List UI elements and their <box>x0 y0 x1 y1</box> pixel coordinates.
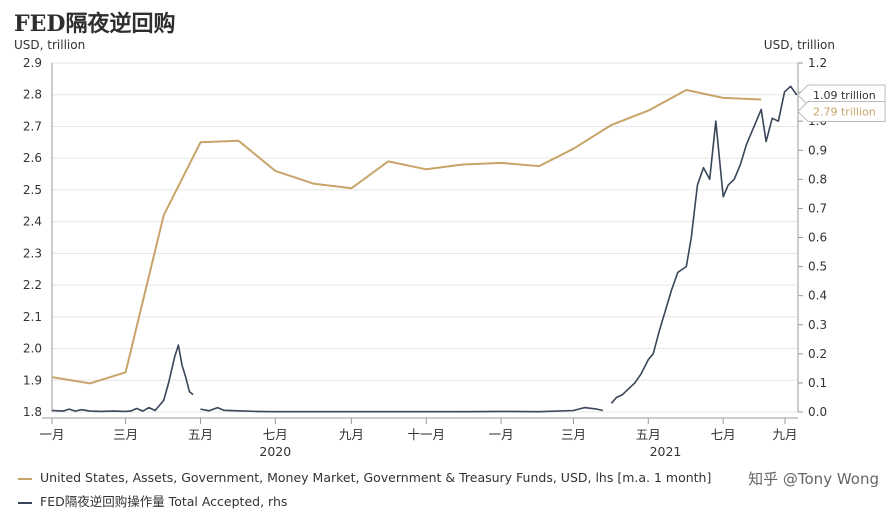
callout-money-market-box <box>797 100 886 122</box>
watermark: 知乎 @Tony Wong <box>748 470 879 488</box>
x-tick-label: 一月 <box>39 427 64 442</box>
left-tick-label: 2.9 <box>23 56 42 70</box>
series-line-reverse-repo-segment <box>200 406 604 413</box>
left-tick-label: 2.8 <box>23 88 42 102</box>
left-tick-label: 2.6 <box>23 151 42 165</box>
right-tick-label: 0.1 <box>808 376 827 390</box>
left-tick-label: 1.8 <box>23 405 42 419</box>
right-tick-label: 0.6 <box>808 231 827 245</box>
legend-label-money-market: United States, Assets, Government, Money… <box>40 470 712 485</box>
left-tick-label: 1.9 <box>23 373 42 387</box>
x-tick-label: 三月 <box>561 427 586 442</box>
right-tick-label: 0.2 <box>808 347 827 361</box>
legend-swatch-gold <box>18 477 32 480</box>
year-label-2021: 2021 <box>650 444 682 459</box>
series-line-reverse-repo-segment <box>51 344 194 413</box>
right-tick-label: 0.7 <box>808 201 827 215</box>
year-label-2020: 2020 <box>259 444 291 459</box>
series-line-money-market <box>51 89 762 385</box>
x-tick-label: 五月 <box>636 427 661 442</box>
callout-reverse-repo-text: 1.09 trillion <box>813 89 876 102</box>
series-line-reverse-repo-segment <box>610 85 798 404</box>
legend-item-money-market: United States, Assets, Government, Money… <box>18 470 711 485</box>
right-tick-label: 0.8 <box>808 172 827 186</box>
callout-money-market-text: 2.79 trillion <box>813 105 876 118</box>
left-tick-label: 2.2 <box>23 278 42 292</box>
right-tick-label: 1.2 <box>808 56 827 70</box>
right-axis-unit: USD, trillion <box>763 38 835 52</box>
x-tick-label: 七月 <box>711 427 736 442</box>
left-tick-label: 2.0 <box>23 342 42 356</box>
right-tick-label: 0.9 <box>808 143 827 157</box>
x-tick-label: 五月 <box>188 427 213 442</box>
right-tick-label: 0.5 <box>808 260 827 274</box>
left-tick-label: 2.4 <box>23 215 42 229</box>
x-tick-label: 十一月 <box>407 427 445 442</box>
left-tick-label: 2.3 <box>23 246 42 260</box>
x-tick-label: 七月 <box>263 427 288 442</box>
right-tick-label: 0.3 <box>808 318 827 332</box>
left-axis-unit: USD, trillion <box>14 38 86 52</box>
legend-item-reverse-repo: FED隔夜逆回购操作量 Total Accepted, rhs <box>18 491 287 510</box>
chart-title: FED隔夜逆回购 <box>14 11 176 37</box>
x-tick-label: 一月 <box>489 427 514 442</box>
right-tick-label: 0.0 <box>808 405 827 419</box>
left-tick-label: 2.1 <box>23 310 42 324</box>
left-tick-label: 2.5 <box>23 183 42 197</box>
legend-label-reverse-repo: FED隔夜逆回购操作量 Total Accepted, rhs <box>40 494 288 509</box>
left-tick-label: 2.7 <box>23 119 42 133</box>
legend-swatch-navy <box>18 501 32 504</box>
right-tick-label: 0.4 <box>808 289 827 303</box>
x-tick-label: 三月 <box>113 427 138 442</box>
x-tick-label: 九月 <box>772 427 797 442</box>
x-tick-label: 九月 <box>339 427 364 442</box>
